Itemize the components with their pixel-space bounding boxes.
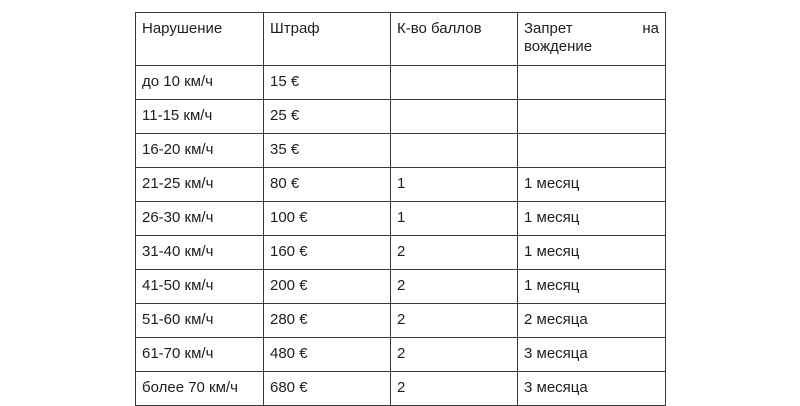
- cell-ban: [517, 65, 666, 100]
- cell-points: 2: [390, 235, 518, 270]
- cell-ban: 2 месяца: [517, 303, 666, 338]
- cell-fine: 100 €: [263, 201, 391, 236]
- speeding-fines-table: Нарушение Штраф К-во баллов Запрет на во…: [135, 12, 666, 406]
- cell-violation: 21-25 км/ч: [135, 167, 264, 202]
- cell-ban: 1 месяц: [517, 269, 666, 304]
- cell-violation: более 70 км/ч: [135, 371, 264, 406]
- cell-fine: 480 €: [263, 337, 391, 372]
- cell-violation: до 10 км/ч: [135, 65, 264, 100]
- table-row: 51-60 км/ч 280 €2 2 месяца: [135, 303, 666, 338]
- table-row: более 70 км/ч 680 €2 3 месяца: [135, 371, 666, 406]
- cell-ban: 3 месяца: [517, 371, 666, 406]
- table-row: до 10 км/ч 15 €: [135, 65, 666, 100]
- table-row: 16-20 км/ч 35 €: [135, 133, 666, 168]
- cell-violation: 41-50 км/ч: [135, 269, 264, 304]
- header-violation: Нарушение: [135, 12, 264, 66]
- cell-fine: 15 €: [263, 65, 391, 100]
- cell-ban: 1 месяц: [517, 167, 666, 202]
- cell-ban: 3 месяца: [517, 337, 666, 372]
- cell-ban: 1 месяц: [517, 235, 666, 270]
- table-header-row: Нарушение Штраф К-во баллов Запрет на во…: [135, 12, 666, 66]
- cell-points: 1: [390, 167, 518, 202]
- table-row: 26-30 км/ч 100 €1 1 месяц: [135, 201, 666, 236]
- cell-ban: [517, 133, 666, 168]
- cell-points: 2: [390, 371, 518, 406]
- cell-ban: [517, 99, 666, 134]
- table-row: 41-50 км/ч 200 €2 1 месяц: [135, 269, 666, 304]
- table-row: 21-25 км/ч 80 €1 1 месяц: [135, 167, 666, 202]
- cell-violation: 26-30 км/ч: [135, 201, 264, 236]
- cell-points: 2: [390, 337, 518, 372]
- cell-fine: 200 €: [263, 269, 391, 304]
- cell-points: 1: [390, 201, 518, 236]
- cell-violation: 31-40 км/ч: [135, 235, 264, 270]
- cell-points: [390, 133, 518, 168]
- cell-violation: 51-60 км/ч: [135, 303, 264, 338]
- table-row: 11-15 км/ч 25 €: [135, 99, 666, 134]
- header-ban-word1: Запрет: [524, 20, 573, 37]
- cell-fine: 160 €: [263, 235, 391, 270]
- cell-points: [390, 65, 518, 100]
- cell-points: 2: [390, 303, 518, 338]
- cell-fine: 80 €: [263, 167, 391, 202]
- cell-ban: 1 месяц: [517, 201, 666, 236]
- cell-fine: 35 €: [263, 133, 391, 168]
- header-driving-ban: Запрет на вождение: [517, 12, 666, 66]
- cell-points: 2: [390, 269, 518, 304]
- header-ban-word2: на: [642, 20, 659, 37]
- cell-violation: 16-20 км/ч: [135, 133, 264, 168]
- header-points: К-во баллов: [390, 12, 518, 66]
- cell-violation: 11-15 км/ч: [135, 99, 264, 134]
- cell-points: [390, 99, 518, 134]
- table-row: 61-70 км/ч 480 €2 3 месяца: [135, 337, 666, 372]
- cell-fine: 280 €: [263, 303, 391, 338]
- cell-fine: 680 €: [263, 371, 391, 406]
- cell-violation: 61-70 км/ч: [135, 337, 264, 372]
- table-row: 31-40 км/ч 160 €2 1 месяц: [135, 235, 666, 270]
- header-fine: Штраф: [263, 12, 391, 66]
- header-ban-word3: вождение: [524, 38, 593, 55]
- cell-fine: 25 €: [263, 99, 391, 134]
